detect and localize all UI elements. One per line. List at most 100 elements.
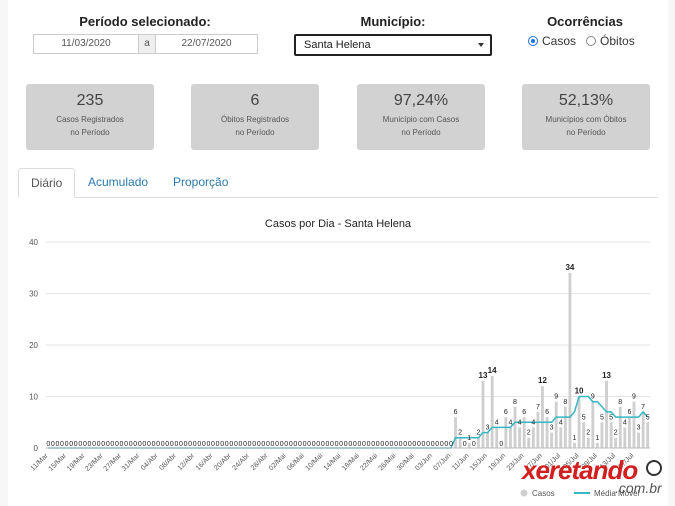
- bar-value-label: 0: [335, 441, 339, 448]
- bar-value-label: 1: [467, 435, 471, 442]
- radio-obitos[interactable]: [586, 36, 597, 46]
- bar-value-label: 0: [261, 441, 265, 448]
- bar[interactable]: [481, 381, 485, 448]
- bar[interactable]: [559, 427, 563, 448]
- bar[interactable]: [600, 422, 604, 448]
- card-caption-line2: no Período: [566, 128, 606, 137]
- bar[interactable]: [605, 381, 608, 448]
- bar-value-label: 7: [536, 404, 540, 411]
- bar[interactable]: [618, 406, 622, 448]
- radio-obitos-label[interactable]: Óbitos: [600, 34, 635, 48]
- bar-value-label: 0: [431, 441, 435, 448]
- bar[interactable]: [486, 432, 489, 448]
- bar-value-label: 4: [531, 419, 535, 426]
- bar[interactable]: [509, 427, 512, 448]
- bar-value-label: 0: [184, 441, 188, 448]
- bar-value-label: 0: [101, 441, 105, 448]
- bar-value-label: 0: [188, 441, 192, 448]
- x-tick-label: 31/Mar: [121, 452, 142, 473]
- bar-value-label: 0: [266, 441, 270, 448]
- bar[interactable]: [586, 437, 590, 448]
- chart-legend[interactable]: Casos Média Móvel: [520, 489, 640, 498]
- bar[interactable]: [522, 417, 526, 448]
- bar-value-label: 0: [403, 441, 407, 448]
- legend-media-movel-label[interactable]: Média Móvel: [594, 489, 640, 498]
- bar-value-label: 4: [559, 419, 563, 426]
- bar[interactable]: [527, 437, 531, 448]
- bar-value-label: 0: [216, 441, 220, 448]
- bar[interactable]: [541, 386, 544, 448]
- bar[interactable]: [563, 406, 567, 448]
- bar-value-label: 0: [367, 441, 371, 448]
- bar-value-label: 0: [133, 441, 137, 448]
- bar[interactable]: [518, 427, 522, 448]
- bar-value-label: 0: [229, 441, 233, 448]
- bar[interactable]: [632, 401, 636, 448]
- bar-value-label: 0: [344, 441, 348, 448]
- bar[interactable]: [582, 422, 586, 448]
- date-separator: a: [139, 34, 155, 54]
- bar-value-label: 0: [312, 441, 316, 448]
- bar-value-label: 0: [422, 441, 426, 448]
- bar[interactable]: [577, 396, 581, 449]
- chart-container: Casos por Dia - Santa Helena 0 10 20 30 40 0…: [18, 210, 660, 506]
- radio-casos[interactable]: [528, 36, 538, 46]
- legend-casos-label[interactable]: Casos: [532, 489, 555, 498]
- y-tick-label: 10: [29, 393, 38, 402]
- tab-acumulado[interactable]: Acumulado: [88, 175, 149, 189]
- bar[interactable]: [614, 437, 618, 448]
- bar[interactable]: [623, 427, 627, 448]
- bar[interactable]: [458, 437, 462, 448]
- bar-value-label: 0: [170, 441, 174, 448]
- bar[interactable]: [573, 442, 576, 448]
- bar-value-label: 0: [257, 441, 261, 448]
- x-tick-label: 27/Mar: [103, 452, 124, 473]
- bar[interactable]: [513, 406, 517, 448]
- bar[interactable]: [591, 401, 595, 448]
- bar[interactable]: [595, 442, 599, 448]
- bar-value-label: 0: [339, 441, 343, 448]
- bar[interactable]: [637, 432, 640, 448]
- bar-value-label: 4: [623, 419, 627, 426]
- municipality-label: Município:: [360, 14, 426, 29]
- bar[interactable]: [609, 422, 613, 448]
- legend-casos-marker[interactable]: [520, 489, 528, 497]
- bar[interactable]: [536, 411, 540, 448]
- bar[interactable]: [454, 417, 457, 448]
- tab-diario[interactable]: Diário: [18, 168, 76, 198]
- bar[interactable]: [490, 375, 494, 448]
- bar[interactable]: [531, 427, 535, 448]
- radio-casos-label[interactable]: Casos: [542, 34, 577, 48]
- date-end-input[interactable]: 22/07/2020: [155, 34, 258, 54]
- date-start-input[interactable]: 11/03/2020: [33, 34, 139, 54]
- card-value: 6: [250, 92, 260, 109]
- bar[interactable]: [554, 401, 558, 448]
- bar[interactable]: [467, 442, 471, 448]
- bar-value-label: 0: [252, 441, 256, 448]
- bar[interactable]: [568, 272, 572, 448]
- bar[interactable]: [550, 432, 554, 448]
- bar-value-label: 0: [353, 441, 357, 448]
- bar-value-label: 0: [444, 441, 448, 448]
- bar-value-label: 0: [115, 441, 119, 448]
- municipality-select[interactable]: Santa Helena: [294, 34, 492, 56]
- bar[interactable]: [646, 422, 650, 448]
- tab-proporcao[interactable]: Proporção: [173, 175, 229, 189]
- x-tick-label: 26/Mai: [378, 452, 398, 472]
- bar-value-label: 0: [46, 441, 50, 448]
- bar[interactable]: [627, 417, 631, 448]
- bar[interactable]: [641, 411, 645, 448]
- x-tick-label: 30/Mai: [396, 452, 416, 472]
- bar-value-label: 3: [550, 425, 554, 432]
- bar[interactable]: [504, 417, 508, 448]
- bar-value-label: 0: [243, 441, 247, 448]
- bar[interactable]: [476, 437, 480, 448]
- bar-value-label: 0: [92, 441, 96, 448]
- card-municipalities-cases: 97,24% Município com Casos no Período: [357, 84, 485, 150]
- occurrences-radio-group: Casos Óbitos: [528, 34, 645, 48]
- bar-value-label: 6: [522, 409, 526, 416]
- bar-value-label: 0: [307, 441, 311, 448]
- bar[interactable]: [495, 427, 499, 448]
- bar[interactable]: [545, 417, 549, 448]
